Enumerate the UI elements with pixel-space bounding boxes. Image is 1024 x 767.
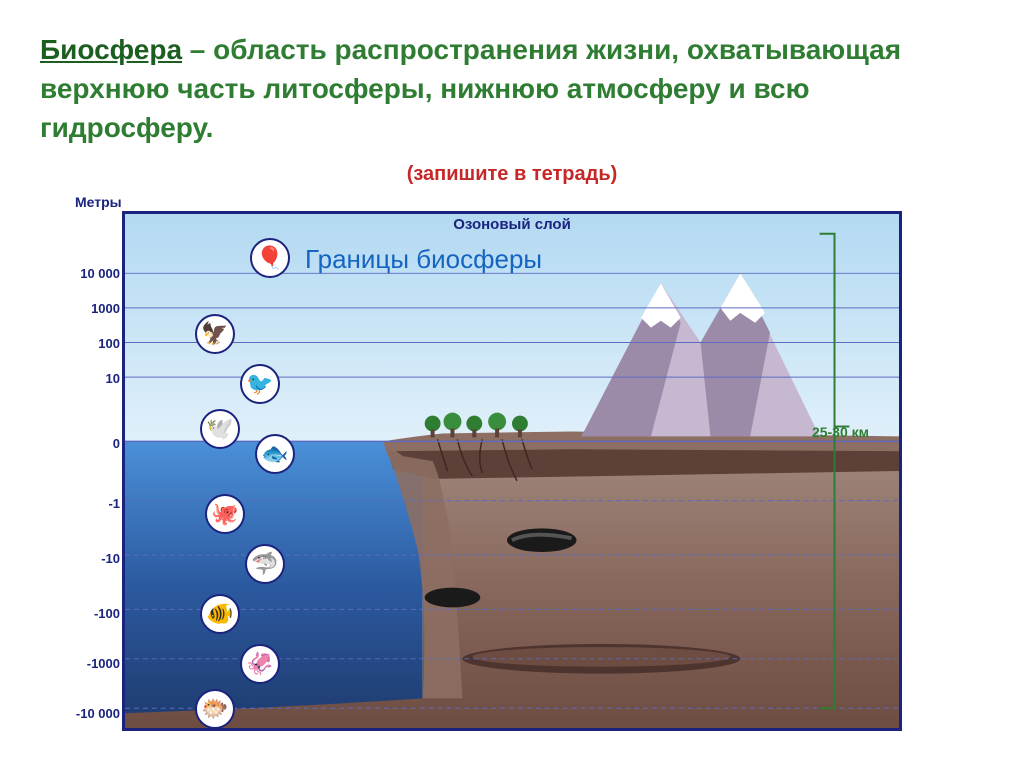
balloon-icon: 🎈 <box>250 238 290 278</box>
y-tick-label: 100 <box>70 336 120 351</box>
diagram-title: Границы биосферы <box>305 244 542 275</box>
y-tick-label: -10 000 <box>70 706 120 721</box>
squid-icon: 🦑 <box>240 644 280 684</box>
y-tick-label: 0 <box>70 436 120 451</box>
y-tick-label: 10 000 <box>70 266 120 281</box>
subtitle: (запишите в тетрадь) <box>40 163 984 186</box>
eagle-icon: 🦅 <box>195 314 235 354</box>
y-tick-label: 10 <box>70 371 120 386</box>
title-text: Биосфера – область распространения жизни… <box>40 30 984 148</box>
seagull-icon: 🕊️ <box>200 409 240 449</box>
title-term: Биосфера <box>40 34 182 65</box>
swallow-icon: 🐦 <box>240 364 280 404</box>
distance-label: 25-30 км <box>812 424 869 440</box>
diagram-container: Метры Озоновый слой Границы биосферы 25-… <box>122 211 902 731</box>
title-block: Биосфера – область распространения жизни… <box>0 0 1024 196</box>
y-tick-label: -10 <box>70 551 120 566</box>
axis-title: Метры <box>75 194 122 210</box>
octopus-icon: 🐙 <box>205 494 245 534</box>
y-tick-label: -1000 <box>70 656 120 671</box>
fish-icon: 🐠 <box>200 594 240 634</box>
deep-fish-icon: 🐡 <box>195 689 235 729</box>
flying-fish-icon: 🐟 <box>255 434 295 474</box>
diagram-svg <box>125 214 899 728</box>
y-tick-label: -100 <box>70 606 120 621</box>
ozone-label: Озоновый слой <box>453 216 571 233</box>
shark-icon: 🦈 <box>245 544 285 584</box>
y-tick-label: 1000 <box>70 301 120 316</box>
y-tick-label: -1 <box>70 496 120 511</box>
